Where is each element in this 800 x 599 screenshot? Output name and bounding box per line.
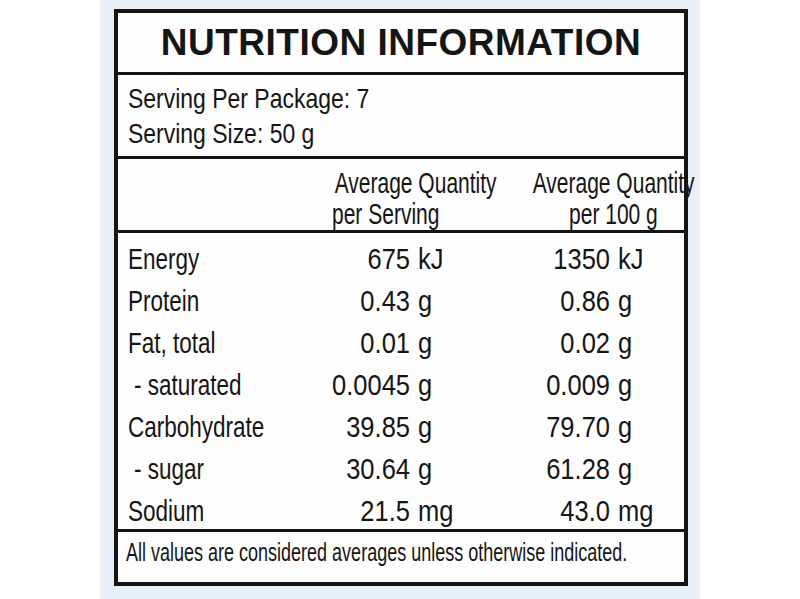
unit-per-serving: g	[418, 326, 445, 360]
unit-per-serving: g	[418, 284, 445, 318]
value-per-100g: 0.009	[493, 368, 610, 402]
table-row-fat-total: Fat, total 0.01g 0.02g	[118, 322, 684, 364]
nutrient-name: Protein	[128, 284, 199, 318]
value-per-serving: 0.43	[317, 284, 411, 318]
value-per-100g: 0.02	[493, 326, 610, 360]
value-per-serving: 675	[317, 242, 411, 276]
serving-per-package-line: Serving Per Package: 7	[128, 81, 684, 116]
nutrient-name: Energy	[128, 242, 199, 276]
unit-per-serving: g	[418, 410, 445, 444]
unit-per-100g: g	[618, 410, 645, 444]
nutrient-table: Energy 675kJ 1350kJ Protein 0.43g 0.86g …	[118, 233, 684, 532]
label-header: NUTRITION INFORMATION	[118, 13, 684, 75]
column-header-spacer	[118, 167, 300, 230]
unit-per-100g: kJ	[618, 242, 645, 276]
table-row-sugar: - sugar 30.64g 61.28g	[118, 448, 684, 490]
unit-per-100g: mg	[618, 494, 645, 528]
column-header-per-serving: Average Quantity per Serving	[300, 167, 472, 230]
column-headers: Average Quantity per Serving Average Qua…	[118, 159, 684, 233]
unit-per-serving: g	[418, 452, 445, 486]
table-row-sodium: Sodium 21.5mg 43.0mg	[118, 490, 684, 532]
unit-per-serving: g	[418, 368, 445, 402]
table-row-protein: Protein 0.43g 0.86g	[118, 280, 684, 322]
serving-size-line: Serving Size: 50 g	[128, 116, 684, 151]
unit-per-100g: g	[618, 284, 645, 318]
value-per-100g: 1350	[493, 242, 610, 276]
unit-per-serving: kJ	[418, 242, 445, 276]
unit-per-serving: mg	[418, 494, 445, 528]
label-title: NUTRITION INFORMATION	[161, 22, 641, 64]
nutrient-name: Carbohydrate	[128, 410, 264, 444]
nutrition-label: NUTRITION INFORMATION Serving Per Packag…	[114, 9, 688, 586]
table-row-energy: Energy 675kJ 1350kJ	[118, 238, 684, 280]
value-per-100g: 79.70	[493, 410, 610, 444]
value-per-100g: 61.28	[493, 452, 610, 486]
value-per-100g: 0.86	[493, 284, 610, 318]
value-per-serving: 0.01	[317, 326, 411, 360]
value-per-serving: 39.85	[317, 410, 411, 444]
nutrient-name: - saturated	[134, 368, 242, 402]
nutrient-name: - sugar	[134, 452, 204, 486]
column-header-per-100g: Average Quantity per 100 g	[472, 167, 729, 230]
unit-per-100g: g	[618, 368, 645, 402]
nutrient-name: Fat, total	[128, 326, 216, 360]
value-per-serving: 30.64	[317, 452, 411, 486]
value-per-serving: 0.0045	[317, 368, 411, 402]
table-row-saturated: - saturated 0.0045g 0.009g	[118, 364, 684, 406]
unit-per-100g: g	[618, 452, 645, 486]
footnote-text: All values are considered averages unles…	[126, 538, 627, 567]
table-row-carbohydrate: Carbohydrate 39.85g 79.70g	[118, 406, 684, 448]
value-per-100g: 43.0	[493, 494, 610, 528]
serving-info-section: Serving Per Package: 7 Serving Size: 50 …	[118, 75, 684, 159]
footnote-section: All values are considered averages unles…	[118, 532, 684, 573]
value-per-serving: 21.5	[317, 494, 411, 528]
product-photo-background: NUTRITION INFORMATION Serving Per Packag…	[100, 0, 700, 599]
nutrient-name: Sodium	[128, 494, 204, 528]
unit-per-100g: g	[618, 326, 645, 360]
